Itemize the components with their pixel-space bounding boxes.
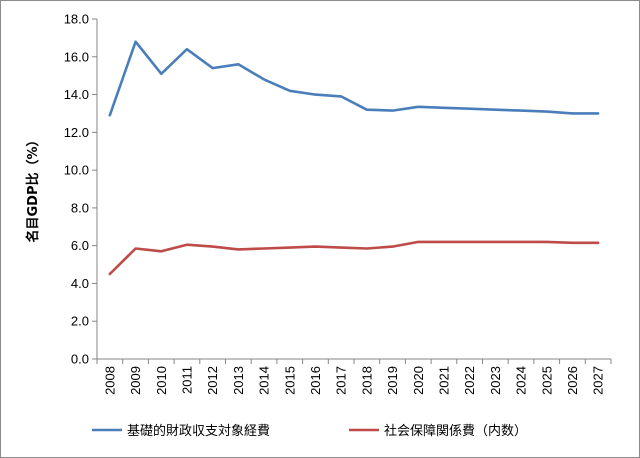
y-tick-label: 2.0 xyxy=(71,314,89,329)
x-tick-label: 2012 xyxy=(205,366,220,395)
x-tick-label: 2019 xyxy=(385,366,400,395)
y-axis-ticks: 0.0 2.0 4.0 6.0 8.0 10.0 12.0 14.0 16.0 18.0 xyxy=(64,12,97,367)
series-lines xyxy=(108,40,600,276)
y-tick-label: 4.0 xyxy=(71,276,89,291)
x-tick-label: 2017 xyxy=(334,366,349,395)
x-tick-label: 2009 xyxy=(128,366,143,395)
y-tick-label: 16.0 xyxy=(64,49,89,64)
y-tick-label: 14.0 xyxy=(64,87,89,102)
x-tick-label: 2010 xyxy=(154,366,169,395)
y-tick-label: 12.0 xyxy=(64,125,89,140)
x-tick-label: 2021 xyxy=(436,366,451,395)
y-tick-label: 10.0 xyxy=(64,163,89,178)
axes xyxy=(96,19,611,360)
x-tick-label: 2011 xyxy=(179,366,194,394)
x-tick-label: 2016 xyxy=(308,366,323,395)
x-tick-label: 2013 xyxy=(231,366,246,395)
x-tick-label: 2020 xyxy=(411,366,426,395)
series-line-1 xyxy=(108,40,600,117)
x-tick-label: 2015 xyxy=(282,366,297,395)
x-tick-label: 2018 xyxy=(359,366,374,395)
series-line-2 xyxy=(108,240,600,276)
legend-label-1: 基礎的財政収支対象経費 xyxy=(127,423,270,439)
legend: 基礎的財政収支対象経費 社会保障関係費（内数） xyxy=(92,423,527,439)
legend-label-2: 社会保障関係費（内数） xyxy=(384,423,527,439)
x-tick-label: 2023 xyxy=(488,366,503,395)
x-tick-label: 2008 xyxy=(102,366,117,395)
x-axis-ticks: 2008 2009 2010 2011 2012 2013 2014 2015 2016 2017… xyxy=(96,359,612,395)
y-tick-label: 0.0 xyxy=(71,352,89,367)
x-tick-label: 2014 xyxy=(257,366,272,395)
y-tick-label: 8.0 xyxy=(71,200,89,215)
x-tick-label: 2025 xyxy=(539,366,554,395)
x-tick-label: 2022 xyxy=(462,366,477,395)
x-tick-label: 2026 xyxy=(565,366,580,395)
x-tick-label: 2027 xyxy=(591,366,606,395)
y-tick-label: 6.0 xyxy=(71,238,89,253)
y-axis-label: 名目GDP比（%） xyxy=(25,133,41,242)
y-tick-label: 18.0 xyxy=(64,12,89,27)
x-tick-label: 2024 xyxy=(514,366,529,395)
